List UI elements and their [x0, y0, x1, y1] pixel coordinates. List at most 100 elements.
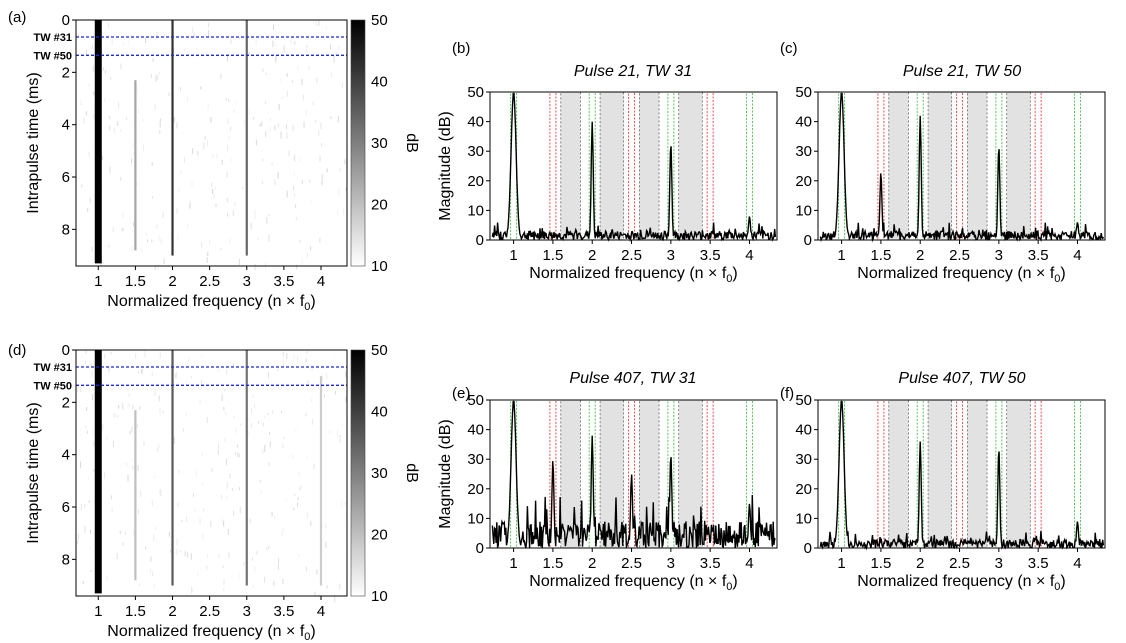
noise-speck: [226, 172, 228, 178]
noise-speck: [344, 159, 346, 165]
shaded-band: [927, 91, 953, 241]
noise-speck: [138, 509, 140, 515]
x-tick-label: 2.5: [949, 555, 970, 572]
noise-speck: [305, 566, 307, 572]
noise-speck: [305, 412, 307, 417]
spectrum-trace: [819, 400, 1105, 551]
noise-speck: [271, 162, 273, 166]
shaded-band: [967, 399, 988, 549]
noise-speck: [341, 423, 343, 426]
noise-speck: [129, 431, 131, 435]
noise-speck: [195, 470, 197, 477]
noise-speck: [179, 87, 181, 92]
noise-speck: [128, 39, 130, 47]
noise-speck: [158, 395, 160, 402]
noise-speck: [89, 198, 91, 203]
y-tick-label: 8: [62, 551, 70, 568]
noise-speck: [282, 352, 284, 357]
noise-speck: [237, 444, 239, 448]
noise-speck: [112, 441, 114, 448]
noise-speck: [209, 116, 211, 123]
noise-speck: [323, 394, 325, 398]
noise-speck: [128, 392, 130, 397]
x-axis-label: Normalized frequency (n × f0): [107, 293, 315, 313]
noise-speck: [299, 158, 301, 162]
x-tick-label: 2: [916, 247, 924, 264]
noise-speck: [123, 228, 125, 232]
noise-speck: [288, 150, 290, 156]
noise-speck: [239, 507, 241, 513]
noise-speck: [103, 472, 105, 480]
noise-speck: [225, 98, 227, 101]
noise-speck: [341, 500, 343, 508]
x-tick-label: 4: [745, 247, 753, 264]
noise-speck: [226, 495, 228, 500]
x-tick-label: 3.5: [700, 555, 721, 572]
noise-speck: [308, 66, 310, 71]
y-tick-label: 8: [62, 221, 70, 238]
noise-speck: [296, 264, 298, 270]
panel-label: (f): [780, 385, 794, 402]
noise-speck: [267, 412, 269, 415]
noise-speck: [207, 553, 209, 558]
noise-speck: [329, 430, 331, 434]
noise-speck: [162, 211, 164, 219]
colorbar-label: dB: [403, 133, 420, 153]
noise-speck: [221, 518, 223, 523]
noise-speck: [334, 595, 336, 603]
x-tick-label: 2.5: [949, 247, 970, 264]
noise-speck: [293, 507, 295, 511]
noise-speck: [191, 182, 193, 186]
noise-speck: [290, 39, 292, 44]
x-tick-label: 1.5: [125, 273, 146, 290]
noise-speck: [140, 491, 142, 497]
noise-speck: [141, 369, 143, 374]
noise-speck: [315, 119, 317, 123]
noise-speck: [235, 428, 237, 433]
noise-speck: [292, 124, 294, 132]
noise-speck: [326, 585, 328, 589]
noise-speck: [132, 404, 134, 410]
noise-speck: [203, 142, 205, 150]
noise-speck: [316, 569, 318, 575]
noise-speck: [209, 239, 211, 245]
plot-area: [76, 20, 347, 266]
noise-speck: [238, 37, 240, 40]
noise-speck: [334, 390, 336, 395]
noise-speck: [103, 354, 105, 359]
noise-speck: [228, 99, 230, 102]
x-axis-label-tail: ): [1060, 265, 1065, 282]
noise-speck: [223, 406, 225, 411]
noise-speck: [191, 587, 193, 594]
x-tick-label: 3.5: [273, 603, 294, 620]
noise-speck: [88, 151, 90, 157]
y-axis-label: Intrapulse time (ms): [25, 72, 42, 213]
noise-speck: [253, 116, 255, 120]
noise-speck: [210, 520, 212, 527]
colorbar-tick-label: 40: [371, 404, 388, 421]
noise-speck: [201, 453, 203, 457]
noise-speck: [318, 20, 320, 26]
plot-area: [818, 400, 1105, 548]
plot-area: [76, 350, 347, 596]
noise-speck: [292, 80, 294, 83]
noise-speck: [121, 227, 123, 232]
noise-speck: [262, 449, 264, 454]
noise-speck: [286, 352, 288, 360]
noise-speck: [230, 38, 232, 44]
noise-speck: [254, 209, 256, 216]
x-tick-label: 1: [509, 247, 517, 264]
noise-speck: [145, 546, 147, 551]
noise-speck: [226, 144, 228, 152]
noise-speck: [154, 388, 156, 396]
noise-speck: [268, 234, 270, 242]
plot-area: [490, 92, 777, 240]
x-axis-label-tail: ): [1060, 573, 1065, 590]
y-tick-label: 40: [467, 422, 484, 439]
x-tick-label: 3.5: [273, 273, 294, 290]
x-tick-label: 2.5: [199, 273, 220, 290]
noise-speck: [191, 376, 193, 379]
panel-label: (c): [780, 40, 798, 57]
y-tick-label: 10: [467, 510, 484, 527]
noise-speck: [201, 355, 203, 358]
